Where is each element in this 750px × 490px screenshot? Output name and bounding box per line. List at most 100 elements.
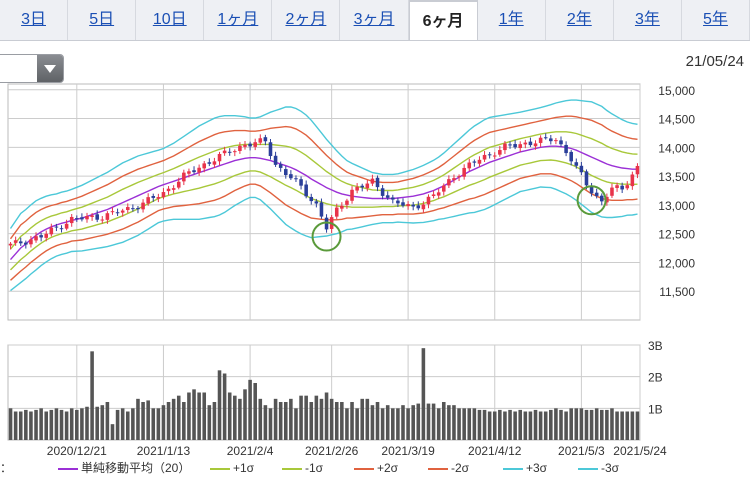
candle-body: [472, 161, 477, 163]
volume-bar: [630, 411, 635, 440]
volume-bar: [18, 411, 23, 440]
candle-body: [508, 144, 512, 146]
x-tick-label: 2021/5/3: [558, 444, 605, 458]
candle-body: [365, 183, 370, 189]
legend-swatch: [210, 467, 230, 470]
volume-bar: [192, 389, 196, 440]
volume-bar: [105, 402, 110, 440]
minus1-sigma-line: [10, 159, 638, 271]
candle-body: [345, 200, 349, 205]
candle-body: [176, 181, 181, 188]
tab-0[interactable]: 3日: [0, 0, 69, 40]
candle-body: [8, 243, 13, 246]
candle-body: [447, 179, 451, 186]
legend-item: -3σ: [578, 460, 619, 476]
candle-body: [416, 205, 421, 209]
volume-bar: [294, 408, 298, 440]
candle-body: [605, 196, 609, 203]
volume-bar: [273, 398, 278, 440]
volume-bar: [482, 409, 487, 440]
volume-bar: [518, 409, 523, 440]
volume-bar: [503, 411, 507, 440]
candle-body: [615, 185, 619, 189]
volume-bar: [39, 408, 43, 440]
volume-bar: [355, 408, 359, 440]
candle-body: [161, 192, 166, 198]
legend-item: +3σ: [503, 460, 547, 476]
volume-bar: [406, 408, 410, 440]
tab-1[interactable]: 5日: [68, 0, 137, 40]
candle-body: [115, 212, 120, 214]
volume-bar: [233, 395, 237, 440]
tab-6[interactable]: 6ヶ月: [408, 0, 478, 40]
tab-7[interactable]: 1年: [478, 0, 546, 40]
candle-body: [289, 174, 293, 179]
chart-type-dropdown[interactable]: [0, 54, 64, 83]
candle-body: [136, 208, 140, 210]
candle-body: [441, 185, 446, 192]
legend-label: +3σ: [526, 461, 548, 475]
bollinger-candlestick-chart: 15,000 14,500 14,000 13,500 13,000 12,500 12,0…: [7, 83, 695, 458]
candle-body: [533, 143, 538, 147]
tab-3[interactable]: 1ヶ月: [204, 0, 273, 40]
candle-body: [610, 187, 614, 196]
candle-body: [131, 208, 135, 210]
candle-body: [426, 196, 431, 205]
volume-bar: [227, 392, 232, 440]
tab-5[interactable]: 3ヶ月: [340, 0, 409, 40]
candle-body: [100, 219, 105, 221]
candle-body: [171, 188, 176, 190]
volume-bar: [579, 408, 584, 440]
volume-bar: [182, 402, 186, 440]
volume-bar: [166, 402, 171, 440]
candle-body: [452, 178, 456, 181]
period-tabs: 3日 5日 10日 1ヶ月 2ヶ月 3ヶ月 6ヶ月 1年 2年 3年 5年: [0, 0, 750, 41]
candle-body: [360, 185, 365, 188]
candle-body: [574, 162, 579, 166]
legend-swatch: [578, 467, 598, 470]
volume-bar: [441, 402, 446, 440]
volume-bar: [120, 408, 125, 440]
volume-bar: [477, 409, 482, 440]
x-tick-label: 2021/5/24: [613, 444, 667, 458]
volume-bar: [594, 408, 599, 440]
candle-body: [309, 196, 314, 202]
volume-bar: [69, 408, 74, 440]
chevron-down-icon: [44, 65, 56, 73]
candle-body: [120, 210, 125, 213]
candle-body: [90, 215, 94, 217]
candle-body: [370, 178, 375, 184]
candle-body: [248, 143, 252, 147]
candle-body: [187, 171, 191, 174]
candle-body: [340, 205, 344, 209]
volume-bar: [299, 395, 303, 440]
candle-body: [569, 151, 573, 162]
tab-8[interactable]: 2年: [546, 0, 614, 40]
volume-bar: [125, 411, 130, 440]
candle-body: [49, 227, 54, 235]
price-tick-label: 15,000: [658, 84, 695, 98]
volume-bar: [487, 411, 492, 440]
x-tick-label: 2021/1/13: [137, 444, 191, 458]
volume-bar: [610, 408, 614, 440]
tab-9[interactable]: 3年: [614, 0, 682, 40]
tab-2[interactable]: 10日: [136, 0, 205, 40]
volume-bar: [202, 392, 207, 440]
candle-body: [503, 143, 507, 151]
volume-tick-label: 3B: [648, 339, 663, 353]
candle-body: [421, 204, 426, 210]
candle-body: [625, 185, 630, 189]
candle-body: [192, 170, 196, 173]
volume-bar: [59, 409, 64, 440]
volume-bar: [115, 409, 120, 440]
volume-bar: [334, 402, 339, 440]
volume-bar: [360, 398, 365, 440]
price-tick-label: 14,500: [658, 113, 695, 127]
volume-bar: [508, 409, 512, 440]
volume-bar: [289, 398, 293, 440]
dropdown-toggle[interactable]: [37, 55, 63, 82]
candle-body: [233, 151, 237, 153]
tab-4[interactable]: 2ヶ月: [272, 0, 341, 40]
minus2-sigma-line: [10, 173, 638, 281]
volume-bar: [472, 408, 477, 440]
